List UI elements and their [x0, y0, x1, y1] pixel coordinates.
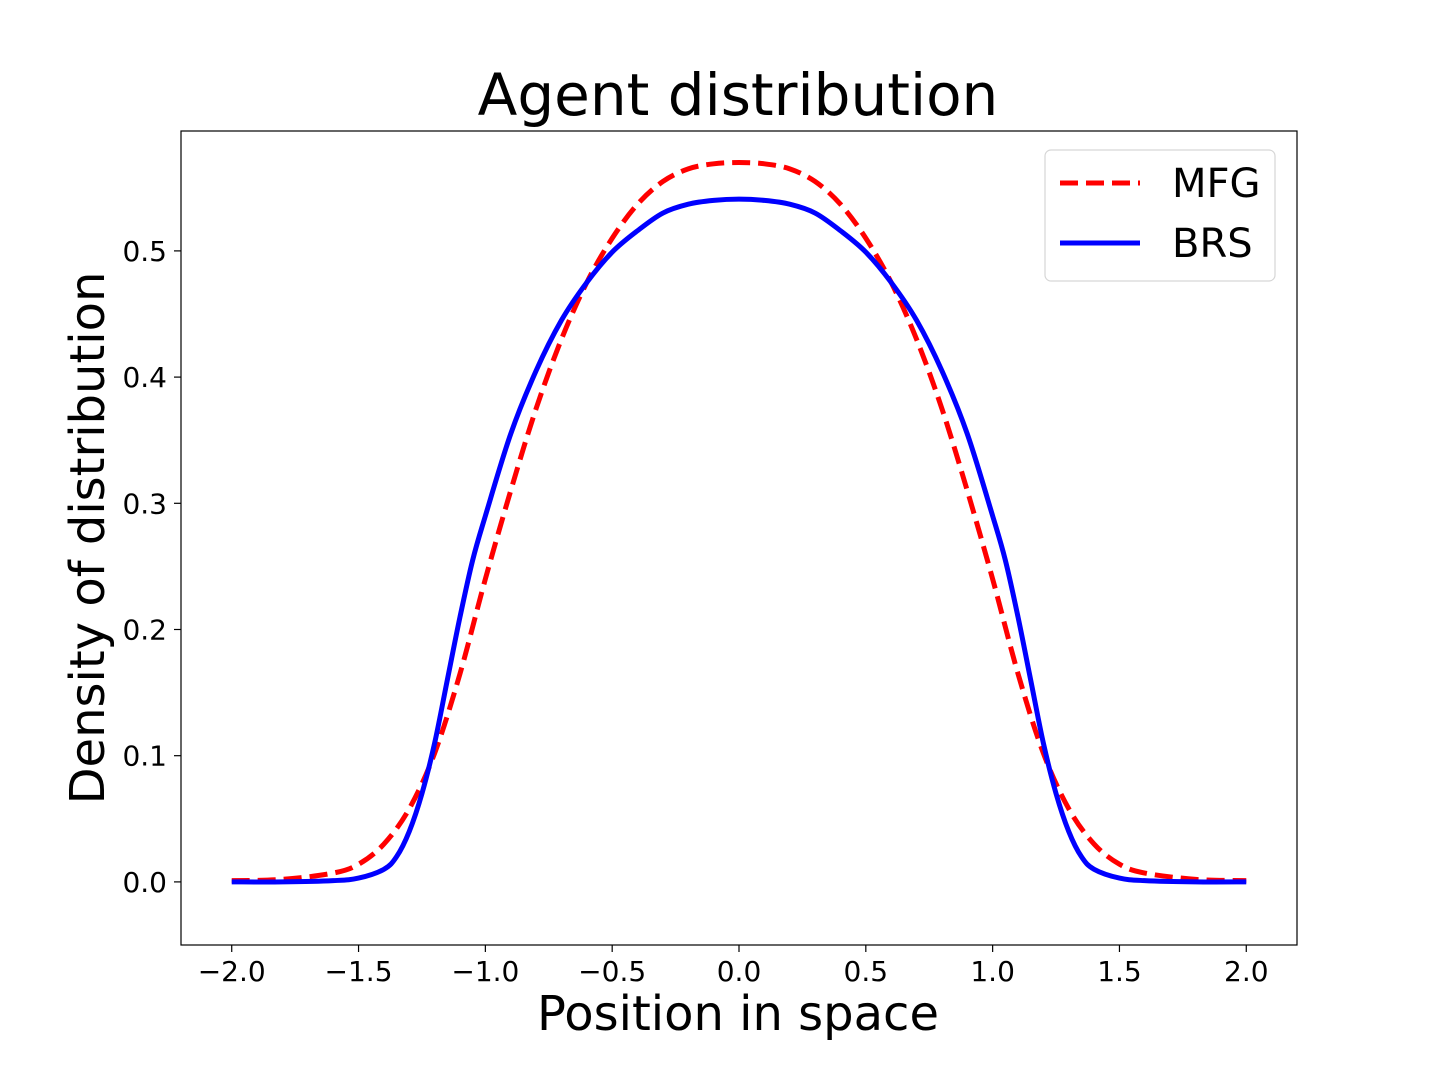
y-tick-label: 0.2: [122, 613, 167, 646]
chart-title: Agent distribution: [478, 61, 999, 129]
legend: MFG BRS: [1044, 149, 1276, 282]
x-axis-label: Position in space: [537, 986, 939, 1042]
x-tick-label: −0.5: [578, 955, 646, 988]
x-tick-label: 2.0: [1224, 955, 1269, 988]
legend-label-mfg: MFG: [1172, 161, 1261, 207]
x-tick-label: −1.0: [451, 955, 519, 988]
y-tick-label: 0.1: [122, 740, 167, 773]
x-tick-label: −1.5: [325, 955, 393, 988]
y-axis-label: Density of distribution: [60, 272, 116, 805]
x-tick-label: −2.0: [198, 955, 266, 988]
x-tick-label: 1.5: [1097, 955, 1142, 988]
y-tick-label: 0.3: [122, 487, 167, 520]
plot-series: [231, 160, 1247, 885]
y-axis-ticks: 0.0 0.1 0.2 0.3 0.4 0.5: [122, 235, 181, 899]
series-line-brs: [231, 196, 1247, 885]
y-tick-label: 0.0: [122, 866, 167, 899]
legend-label-brs: BRS: [1172, 221, 1253, 267]
y-tick-label: 0.4: [122, 361, 167, 394]
y-tick-label: 0.5: [122, 235, 167, 268]
x-axis-ticks: −2.0 −1.5 −1.0 −0.5 0.0 0.5 1.0 1.5 2.0: [198, 945, 1269, 988]
series-line-mfg: [231, 160, 1247, 884]
x-tick-label: 0.0: [717, 955, 762, 988]
x-tick-label: 1.0: [970, 955, 1015, 988]
x-tick-label: 0.5: [844, 955, 889, 988]
